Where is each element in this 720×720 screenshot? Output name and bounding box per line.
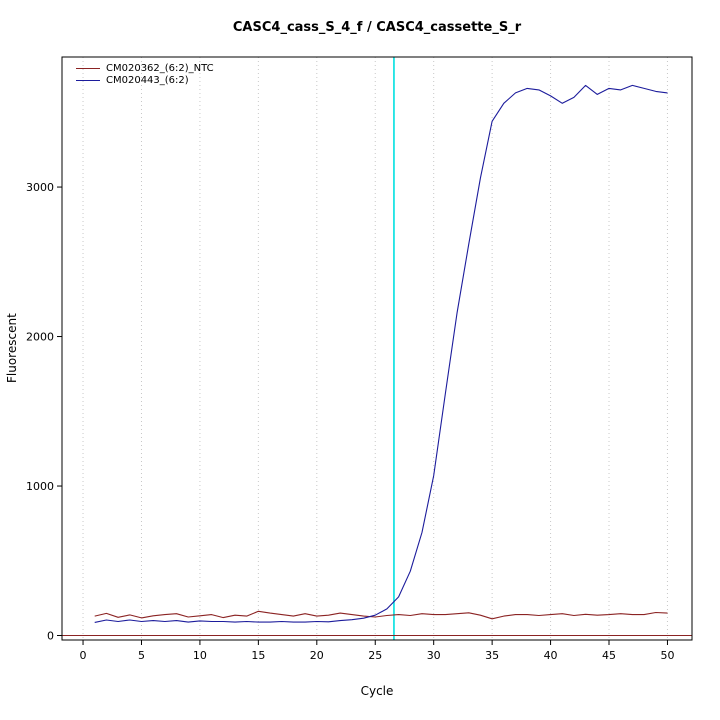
x-axis-label: Cycle <box>360 684 394 698</box>
y-tick-label: 3000 <box>26 181 54 194</box>
plot-box <box>61 56 693 641</box>
x-tick-label: 15 <box>251 649 265 662</box>
legend-item: CM020443_(6:2) <box>76 74 214 86</box>
x-tick-label: 30 <box>427 649 441 662</box>
legend-line-swatch <box>76 79 100 81</box>
x-tick-label: 0 <box>80 649 87 662</box>
legend-label: CM020443_(6:2) <box>106 74 189 86</box>
x-tick-label: 20 <box>310 649 324 662</box>
x-tick-label: 40 <box>544 649 558 662</box>
y-tick-label: 0 <box>47 630 54 643</box>
series-line <box>94 610 668 620</box>
x-tick-label: 25 <box>368 649 382 662</box>
series-line <box>94 84 668 623</box>
legend-line-swatch <box>76 67 100 69</box>
x-tick-label: 50 <box>660 649 674 662</box>
chart-title: CASC4_cass_S_4_f / CASC4_cassette_S_r <box>232 20 522 35</box>
x-tick-label: 10 <box>193 649 207 662</box>
legend-label: CM020362_(6:2)_NTC <box>106 62 214 74</box>
legend-item: CM020362_(6:2)_NTC <box>76 62 214 74</box>
legend: CM020362_(6:2)_NTC CM020443_(6:2) <box>76 62 214 86</box>
x-tick-label: 45 <box>602 649 616 662</box>
x-tick-label: 5 <box>138 649 145 662</box>
x-tick-label: 35 <box>485 649 499 662</box>
y-tick-label: 2000 <box>26 331 54 344</box>
y-tick-label: 1000 <box>26 480 54 493</box>
